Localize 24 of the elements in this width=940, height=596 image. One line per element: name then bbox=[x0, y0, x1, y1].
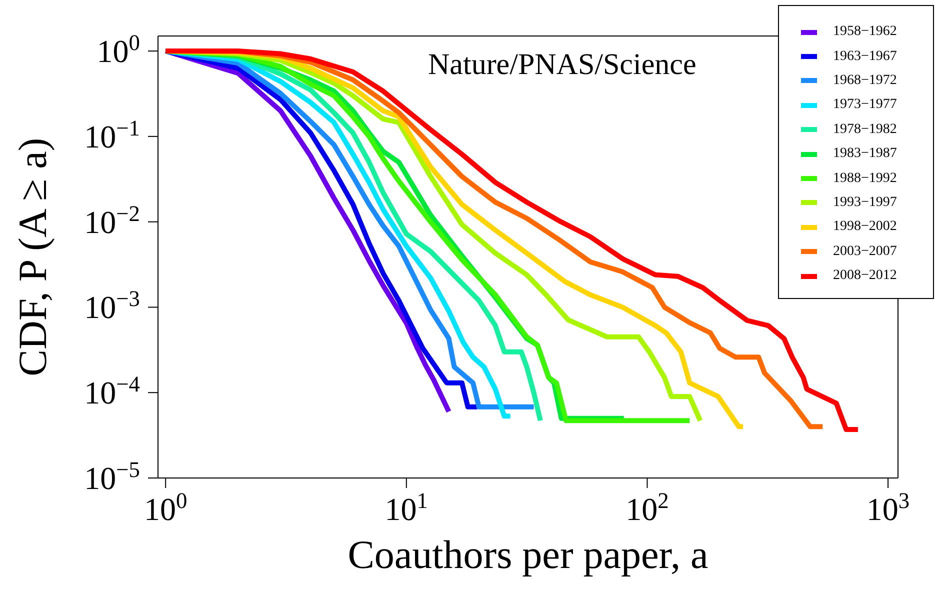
y-tick-label: 10$^{−1}$ bbox=[84, 114, 140, 154]
y-tick-label: 10$^{0}$ bbox=[96, 30, 140, 70]
legend-label: 1983−1987 bbox=[833, 146, 897, 162]
y-tick-label: 10$^{−5}$ bbox=[84, 456, 140, 496]
x-tick-label: 10$^{3}$ bbox=[866, 488, 910, 527]
legend-label: 2008−2012 bbox=[833, 268, 897, 284]
legend-label: 1968−1972 bbox=[833, 72, 897, 89]
y-axis-title: CDF, P (A ≥ a) bbox=[10, 138, 56, 376]
legend-label: 1978−1982 bbox=[833, 122, 897, 138]
annotation: Nature/PNAS/Science bbox=[428, 48, 696, 82]
legend-label: 1973−1977 bbox=[833, 97, 897, 114]
legend-label: 1988−1992 bbox=[833, 170, 897, 187]
x-tick-label: 10$^{0}$ bbox=[144, 488, 188, 527]
y-tick-label: 10$^{−2}$ bbox=[84, 200, 140, 240]
legend-label: 1958−1962 bbox=[833, 24, 897, 40]
legend-label: 2003−2007 bbox=[833, 244, 897, 260]
legend-label: 1993−1997 bbox=[833, 194, 897, 211]
x-tick-label: 10$^{1}$ bbox=[384, 488, 428, 527]
y-tick-label: 10$^{−4}$ bbox=[84, 371, 140, 411]
legend-label: 1998−2002 bbox=[833, 219, 897, 236]
x-tick-label: 10$^{2}$ bbox=[626, 488, 669, 527]
y-tick-label: 10$^{−3}$ bbox=[84, 286, 140, 326]
x-axis-title: Coauthors per paper, a bbox=[348, 532, 708, 577]
legend-label: 1963−1967 bbox=[833, 48, 897, 65]
